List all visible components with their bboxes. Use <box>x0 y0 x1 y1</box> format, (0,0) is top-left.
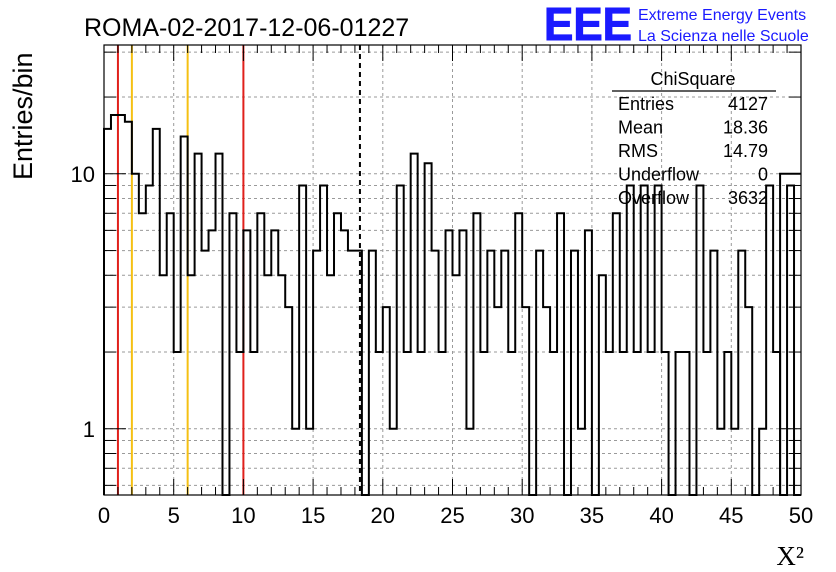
axis-tick-labels: 0 5 10 15 20 25 30 35 40 45 50 1 10 <box>71 162 814 528</box>
stats-value: 0 <box>758 165 768 185</box>
y-axis-label: Entries/bin <box>8 52 38 180</box>
x-tick-label: 30 <box>510 503 534 528</box>
reference-lines <box>116 45 361 495</box>
x-tick-label: 25 <box>440 503 464 528</box>
x-tick-label: 0 <box>98 503 110 528</box>
x-tick-label: 40 <box>649 503 673 528</box>
eee-logo: EEE Extreme Energy Events La Scienza nel… <box>544 0 809 51</box>
stats-label: Entries <box>618 94 674 114</box>
grid-lines <box>104 45 801 495</box>
stats-value: 14.79 <box>723 141 768 161</box>
overflow-bar <box>779 172 801 495</box>
y-tick-label: 1 <box>83 417 95 442</box>
x-axis-label: X² <box>776 541 804 571</box>
x-tick-label: 45 <box>719 503 743 528</box>
stats-value: 3632 <box>728 188 768 208</box>
stats-rows: Entries 4127 Mean 18.36 RMS 14.79 Underflow 0 Ov… <box>618 94 768 208</box>
x-tick-label: 35 <box>580 503 604 528</box>
stats-label: Underflow <box>618 165 700 185</box>
stats-label: Overflow <box>618 188 690 208</box>
y-tick-label: 10 <box>71 162 95 187</box>
logo-letters: EEE <box>544 0 632 50</box>
logo-line-2: La Scienza nelle Scuole <box>638 28 809 45</box>
histogram-series <box>103 114 801 496</box>
logo-line-1: Extreme Energy Events <box>638 7 806 24</box>
x-tick-label: 20 <box>371 503 395 528</box>
stats-box: ChiSquare Entries 4127 Mean 18.36 RMS 14.79 Un… <box>612 69 776 208</box>
x-tick-label: 50 <box>789 503 813 528</box>
stats-value: 18.36 <box>723 118 768 138</box>
x-tick-label: 15 <box>301 503 325 528</box>
chart-title: ROMA-02-2017-12-06-01227 <box>84 14 409 42</box>
stats-title: ChiSquare <box>650 69 735 89</box>
stats-value: 4127 <box>728 94 768 114</box>
axis-ticks <box>103 45 802 495</box>
x-tick-label: 5 <box>168 503 180 528</box>
x-tick-label: 10 <box>231 503 255 528</box>
stats-label: Mean <box>618 118 663 138</box>
stats-label: RMS <box>618 141 658 161</box>
